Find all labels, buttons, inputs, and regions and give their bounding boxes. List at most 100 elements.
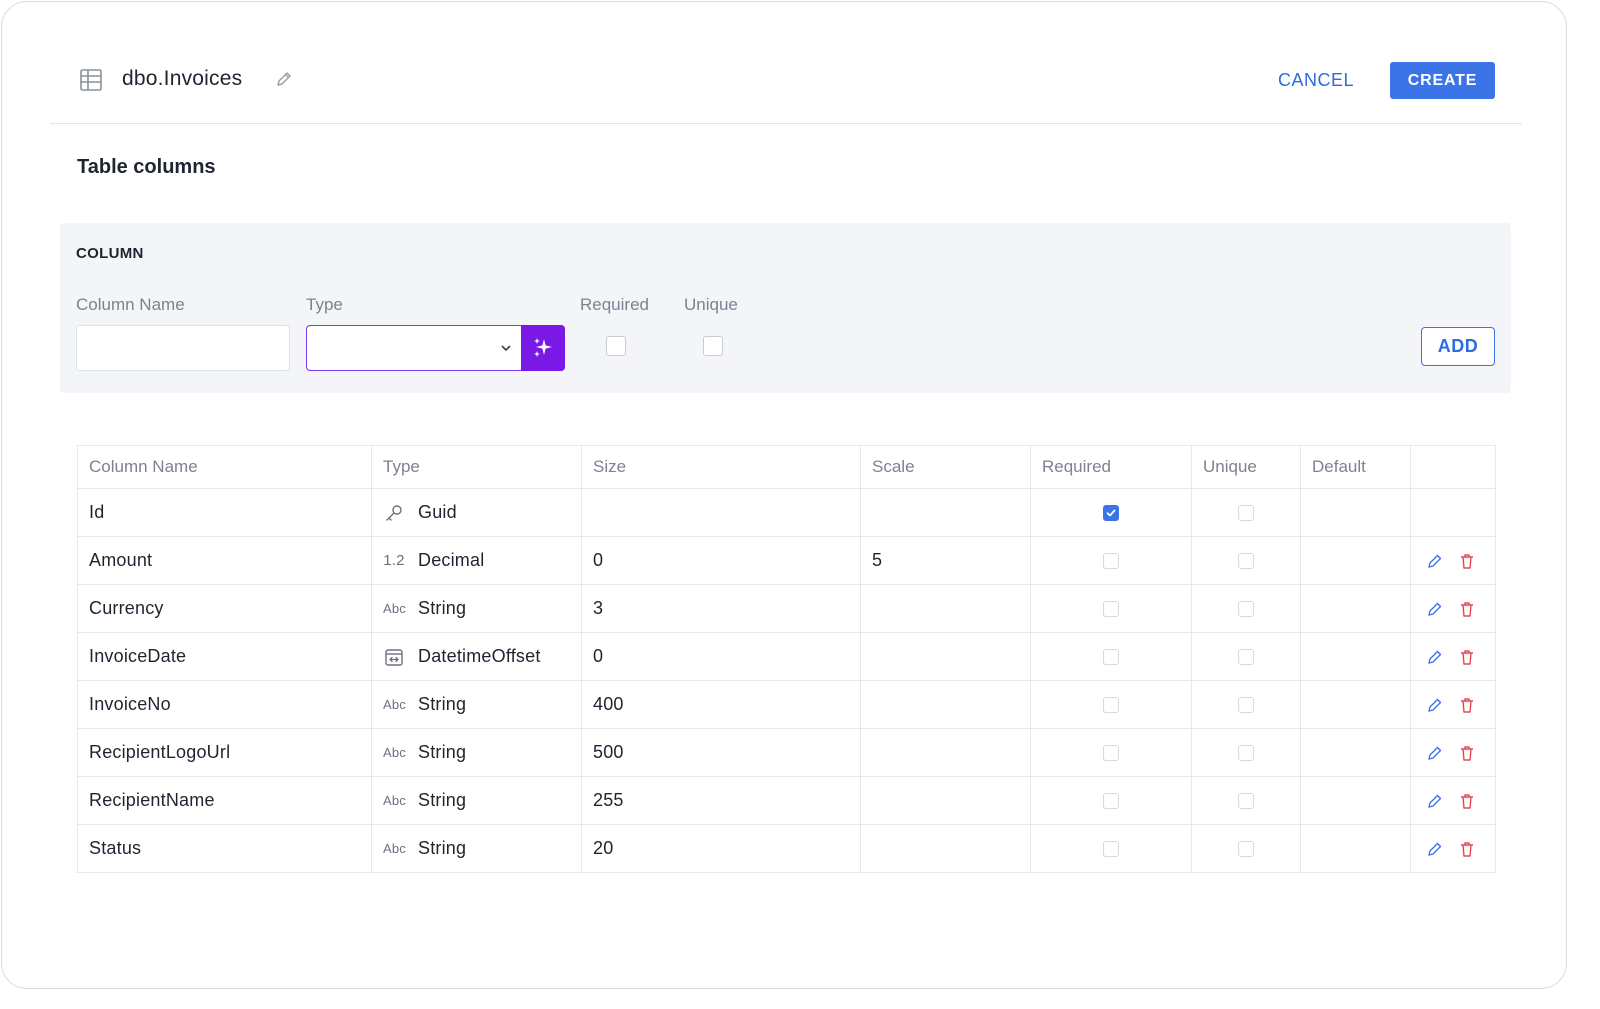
cell-unique — [1191, 680, 1301, 729]
table-row[interactable]: Status Abc String 20 — [77, 824, 1496, 873]
unique-label: Unique — [684, 295, 738, 314]
unique-checkbox[interactable] — [1238, 745, 1254, 762]
cancel-button[interactable]: CANCEL — [1266, 62, 1366, 98]
cell-default — [1300, 584, 1411, 633]
cell-type: Abc String — [371, 680, 582, 729]
cell-type: Abc String — [371, 728, 582, 777]
header: dbo.Invoices CANCEL CREATE — [50, 42, 1522, 124]
table-row[interactable]: InvoiceDate DatetimeOffset 0 — [77, 632, 1496, 681]
table-title: dbo.Invoices — [122, 67, 243, 90]
column-name-input[interactable] — [76, 325, 290, 371]
table-row[interactable]: InvoiceNo Abc String 400 — [77, 680, 1496, 729]
edit-icon[interactable] — [1426, 552, 1444, 570]
required-checkbox[interactable] — [1103, 697, 1119, 714]
string-icon: Abc — [383, 601, 407, 616]
table-row[interactable]: Currency Abc String 3 — [77, 584, 1496, 633]
table-row[interactable]: RecipientLogoUrl Abc String 500 — [77, 728, 1496, 777]
header-size[interactable]: Size — [581, 445, 861, 489]
cell-scale — [860, 680, 1031, 729]
type-name: Guid — [418, 502, 457, 522]
cell-size — [581, 488, 861, 537]
required-checkbox[interactable] — [1103, 649, 1119, 666]
header-actions — [1410, 445, 1496, 489]
required-checkbox[interactable] — [1103, 841, 1119, 858]
type-name: String — [418, 694, 467, 714]
unique-checkbox[interactable] — [1238, 553, 1254, 570]
edit-icon[interactable] — [1426, 744, 1444, 762]
unique-checkbox[interactable] — [1238, 505, 1254, 522]
cell-scale — [860, 776, 1031, 825]
trash-icon[interactable] — [1458, 696, 1476, 714]
cell-scale — [860, 824, 1031, 873]
required-label: Required — [580, 295, 649, 314]
edit-icon[interactable] — [1426, 792, 1444, 810]
header-default[interactable]: Default — [1300, 445, 1411, 489]
cell-scale — [860, 584, 1031, 633]
table-row[interactable]: Id Guid — [77, 488, 1496, 537]
type-select[interactable] — [306, 325, 522, 371]
cell-size: 0 — [581, 536, 861, 585]
unique-checkbox[interactable] — [1238, 601, 1254, 618]
cell-size: 20 — [581, 824, 861, 873]
cell-size: 500 — [581, 728, 861, 777]
trash-icon[interactable] — [1458, 648, 1476, 666]
cell-required — [1030, 824, 1192, 873]
cell-unique — [1191, 536, 1301, 585]
string-icon: Abc — [383, 841, 407, 856]
ai-suggest-button[interactable] — [521, 325, 565, 371]
required-checkbox[interactable] — [1103, 793, 1119, 810]
required-checkbox[interactable] — [1103, 553, 1119, 570]
cell-actions — [1410, 680, 1496, 729]
header-required[interactable]: Required — [1030, 445, 1192, 489]
header-type[interactable]: Type — [371, 445, 582, 489]
edit-icon[interactable] — [1426, 696, 1444, 714]
cell-actions — [1410, 584, 1496, 633]
add-column-button[interactable]: ADD — [1421, 327, 1495, 366]
cell-type: Abc String — [371, 776, 582, 825]
cell-scale — [860, 728, 1031, 777]
cell-size: 255 — [581, 776, 861, 825]
cell-unique — [1191, 776, 1301, 825]
create-button[interactable]: CREATE — [1390, 62, 1495, 99]
cell-type: 1.2 Decimal — [371, 536, 582, 585]
unique-checkbox[interactable] — [1238, 841, 1254, 858]
trash-icon[interactable] — [1458, 600, 1476, 618]
trash-icon[interactable] — [1458, 552, 1476, 570]
section-title: Table columns — [77, 156, 216, 178]
cell-required — [1030, 584, 1192, 633]
type-label: Type — [306, 295, 343, 314]
cell-size: 0 — [581, 632, 861, 681]
trash-icon[interactable] — [1458, 744, 1476, 762]
unique-checkbox[interactable] — [703, 336, 723, 356]
edit-icon[interactable] — [1426, 648, 1444, 666]
cell-required — [1030, 488, 1192, 537]
cell-type: Abc String — [371, 824, 582, 873]
cell-required — [1030, 536, 1192, 585]
table-row[interactable]: Amount 1.2 Decimal 0 5 — [77, 536, 1496, 585]
unique-checkbox[interactable] — [1238, 697, 1254, 714]
cell-default — [1300, 536, 1411, 585]
unique-checkbox[interactable] — [1238, 793, 1254, 810]
required-checkbox[interactable] — [1103, 601, 1119, 618]
required-checkbox[interactable] — [1103, 505, 1119, 522]
edit-icon[interactable] — [1426, 840, 1444, 858]
header-scale[interactable]: Scale — [860, 445, 1031, 489]
cell-required — [1030, 680, 1192, 729]
edit-icon[interactable] — [1426, 600, 1444, 618]
required-checkbox[interactable] — [1103, 745, 1119, 762]
trash-icon[interactable] — [1458, 792, 1476, 810]
table-row[interactable]: RecipientName Abc String 255 — [77, 776, 1496, 825]
pencil-icon[interactable] — [274, 69, 294, 89]
cell-size: 3 — [581, 584, 861, 633]
header-unique[interactable]: Unique — [1191, 445, 1301, 489]
key-icon — [383, 503, 405, 523]
column-name-label: Column Name — [76, 295, 185, 314]
required-checkbox[interactable] — [606, 336, 626, 356]
trash-icon[interactable] — [1458, 840, 1476, 858]
cell-default — [1300, 680, 1411, 729]
header-column-name[interactable]: Column Name — [77, 445, 372, 489]
cell-actions — [1410, 776, 1496, 825]
cell-required — [1030, 728, 1192, 777]
chevron-down-icon — [501, 345, 511, 352]
unique-checkbox[interactable] — [1238, 649, 1254, 666]
